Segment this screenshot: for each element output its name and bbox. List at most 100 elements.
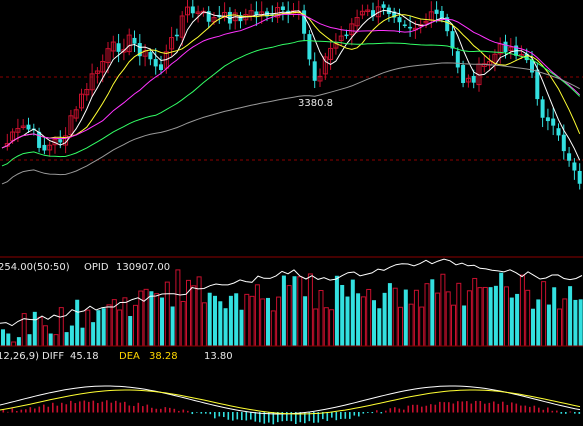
candle-body bbox=[68, 115, 74, 135]
candle-body bbox=[322, 56, 328, 75]
macd-histogram-bar bbox=[47, 406, 50, 413]
macd-histogram-bar bbox=[578, 412, 581, 414]
macd-histogram-bar bbox=[196, 412, 198, 413]
volume-bar bbox=[270, 310, 276, 347]
macd-histogram-bar bbox=[376, 410, 378, 413]
volume-bar bbox=[53, 334, 59, 347]
macd-histogram-bar bbox=[506, 404, 509, 413]
volume-bar bbox=[154, 293, 160, 347]
volume-bar bbox=[244, 293, 250, 347]
candle-body bbox=[551, 118, 556, 126]
macd-histogram-bar bbox=[7, 411, 9, 413]
volume-bar bbox=[435, 292, 441, 347]
candle-body bbox=[211, 17, 217, 23]
candle-body bbox=[317, 75, 323, 82]
volume-bar bbox=[515, 293, 520, 346]
volume-bar bbox=[191, 285, 197, 347]
macd-histogram-bar bbox=[169, 407, 171, 413]
macd-histogram-bar bbox=[290, 412, 293, 422]
volume-bar bbox=[536, 299, 541, 346]
volume-bar bbox=[228, 295, 233, 346]
volume-bar bbox=[424, 283, 430, 347]
macd-histogram-bar bbox=[70, 400, 72, 413]
macd-histogram-bar bbox=[425, 405, 428, 413]
volume-bar bbox=[557, 308, 562, 347]
candle-body bbox=[465, 77, 471, 83]
macd-value: 13.80 bbox=[204, 351, 233, 362]
volume-bar bbox=[323, 307, 329, 347]
candle-body bbox=[159, 64, 163, 71]
volume-bar bbox=[413, 289, 419, 347]
macd-histogram-bar bbox=[272, 412, 275, 425]
price-panel bbox=[0, 0, 583, 190]
macd-histogram-bar bbox=[529, 406, 531, 413]
macd-histogram-bar bbox=[470, 403, 473, 413]
macd-histogram-bar bbox=[232, 412, 234, 421]
macd-histogram-bar bbox=[65, 404, 68, 413]
volume-bar bbox=[286, 285, 292, 347]
candle-body bbox=[577, 170, 582, 184]
volume-bar bbox=[196, 276, 202, 347]
macd-histogram-bar bbox=[434, 404, 437, 413]
macd-histogram-bar bbox=[349, 412, 351, 419]
volume-bar bbox=[482, 286, 488, 347]
macd-histogram-bar bbox=[421, 406, 423, 413]
macd-histogram-bar bbox=[277, 412, 279, 423]
candle-body bbox=[439, 10, 444, 19]
volume-bar bbox=[525, 289, 531, 347]
volume-bar bbox=[16, 337, 21, 346]
macd-histogram-bar bbox=[439, 401, 441, 413]
volume-bar bbox=[499, 272, 504, 346]
macd-histogram-bar bbox=[286, 412, 288, 421]
volume-bar bbox=[48, 333, 53, 346]
volume-bar bbox=[160, 297, 164, 346]
macd-histogram-bar bbox=[484, 403, 486, 413]
opid-label: OPID bbox=[84, 262, 109, 273]
candle-body bbox=[561, 134, 566, 152]
candle-body bbox=[73, 109, 79, 119]
macd-histogram-bar bbox=[416, 404, 419, 413]
macd-histogram-bar bbox=[20, 409, 23, 413]
candle-body bbox=[222, 12, 228, 19]
candle-body bbox=[530, 59, 534, 73]
volume-bar bbox=[27, 334, 32, 346]
volume-bar bbox=[303, 296, 308, 346]
candle-body bbox=[110, 41, 116, 52]
candle-body bbox=[359, 10, 365, 16]
macd-histogram-bar bbox=[466, 401, 468, 413]
candle-body bbox=[190, 6, 195, 14]
volume-bar bbox=[366, 288, 372, 347]
volume-bar bbox=[387, 283, 392, 346]
candle-body bbox=[302, 10, 307, 34]
candle-body bbox=[148, 52, 153, 60]
volume-bar bbox=[546, 304, 551, 346]
volume-bar bbox=[91, 322, 96, 346]
macd-histogram-bar bbox=[488, 402, 491, 413]
macd-histogram-bar bbox=[448, 402, 450, 413]
volume-bar bbox=[164, 281, 170, 347]
volume-bar bbox=[170, 306, 175, 346]
macd-histogram-bar bbox=[502, 401, 504, 413]
candle-body bbox=[392, 11, 397, 18]
ma30-line bbox=[1, 40, 581, 167]
candle-body bbox=[174, 34, 179, 37]
volume-bar bbox=[266, 297, 270, 346]
volume-bar bbox=[350, 279, 355, 346]
candle-body bbox=[307, 34, 312, 60]
volume-bar bbox=[356, 293, 361, 346]
macd-histogram-bar bbox=[124, 401, 126, 413]
macd-histogram-bar bbox=[88, 401, 90, 413]
candle-body bbox=[37, 131, 42, 148]
volume-bar bbox=[207, 292, 212, 346]
candle-body bbox=[84, 89, 90, 96]
volume-bar bbox=[334, 275, 339, 346]
ma10-line bbox=[1, 11, 581, 149]
macd-histogram-bar bbox=[304, 412, 306, 424]
macd-histogram-bar bbox=[551, 410, 554, 413]
macd-histogram-bar bbox=[461, 401, 464, 413]
macd-histogram-bar bbox=[493, 401, 495, 413]
volume-bar bbox=[234, 293, 239, 346]
volume-bar bbox=[477, 287, 483, 347]
opid-value: 130907.00 bbox=[116, 262, 170, 273]
macd-histogram-bar bbox=[371, 412, 374, 414]
